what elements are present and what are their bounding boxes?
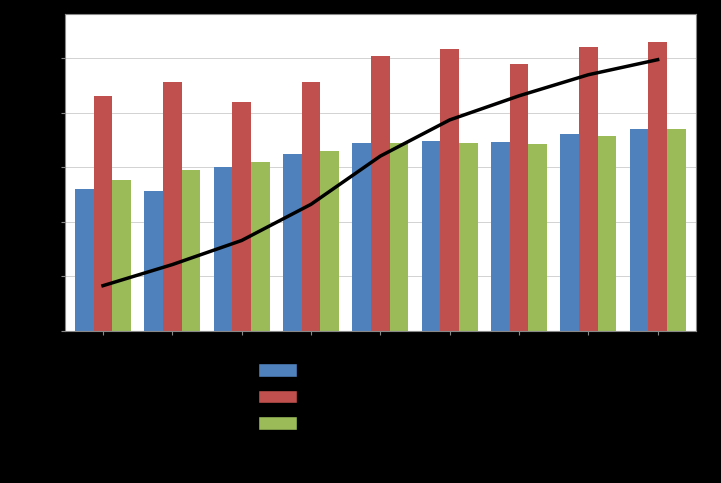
Bar bbox=[629, 129, 648, 331]
Bar bbox=[371, 56, 389, 331]
Bar bbox=[560, 134, 579, 331]
Bar bbox=[75, 189, 94, 331]
Bar bbox=[94, 96, 112, 331]
Bar bbox=[579, 47, 598, 331]
Bar bbox=[598, 136, 616, 331]
Bar bbox=[163, 82, 182, 331]
Bar bbox=[251, 162, 270, 331]
Bar bbox=[144, 191, 163, 331]
Bar bbox=[528, 144, 547, 331]
Bar bbox=[459, 143, 478, 331]
Bar bbox=[648, 42, 667, 331]
Bar bbox=[491, 142, 510, 331]
Bar bbox=[182, 170, 200, 331]
Bar bbox=[667, 129, 686, 331]
Bar bbox=[422, 141, 441, 331]
Bar bbox=[389, 143, 408, 331]
Bar bbox=[283, 154, 301, 331]
Bar bbox=[320, 151, 339, 331]
Bar bbox=[213, 167, 232, 331]
Bar bbox=[232, 102, 251, 331]
Bar bbox=[301, 82, 320, 331]
Bar bbox=[112, 180, 131, 331]
Bar bbox=[353, 143, 371, 331]
Bar bbox=[510, 64, 528, 331]
Bar bbox=[441, 49, 459, 331]
